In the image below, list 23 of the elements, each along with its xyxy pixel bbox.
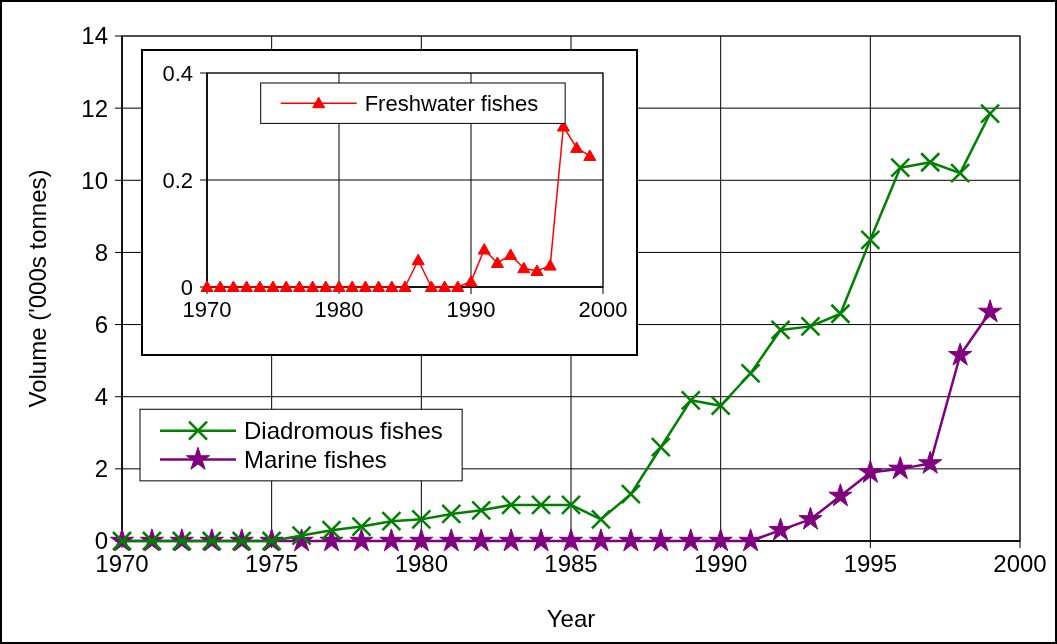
y-axis-title: Volume ('000s tonnes): [24, 169, 51, 408]
x-tick-label: 1990: [693, 550, 748, 578]
x-tick-label: 1980: [394, 550, 449, 578]
x-tick-label: 1985: [544, 550, 598, 578]
x-tick-label: 2000: [993, 550, 1047, 578]
y-tick-label: 2: [94, 455, 108, 483]
legend-label: Marine fishes: [244, 445, 387, 473]
y-tick-label: 0.2: [162, 167, 193, 193]
y-tick-label: 4: [94, 383, 108, 411]
y-tick-label: 14: [81, 22, 108, 50]
y-tick-label: 0.4: [162, 60, 193, 86]
x-axis-title: Year: [546, 605, 596, 632]
legend-label: Freshwater fishes: [364, 90, 539, 116]
x-tick-label: 2000: [578, 296, 628, 322]
x-tick-label: 1975: [244, 550, 299, 578]
y-tick-label: 8: [94, 238, 108, 266]
y-tick-label: 10: [81, 166, 108, 194]
y-tick-label: 12: [81, 94, 108, 122]
legend-label: Diadromous fishes: [244, 417, 443, 445]
x-tick-label: 1980: [314, 296, 364, 322]
x-tick-label: 1995: [843, 550, 898, 578]
x-tick-label: 1990: [446, 296, 496, 322]
y-tick-label: 6: [94, 310, 108, 338]
